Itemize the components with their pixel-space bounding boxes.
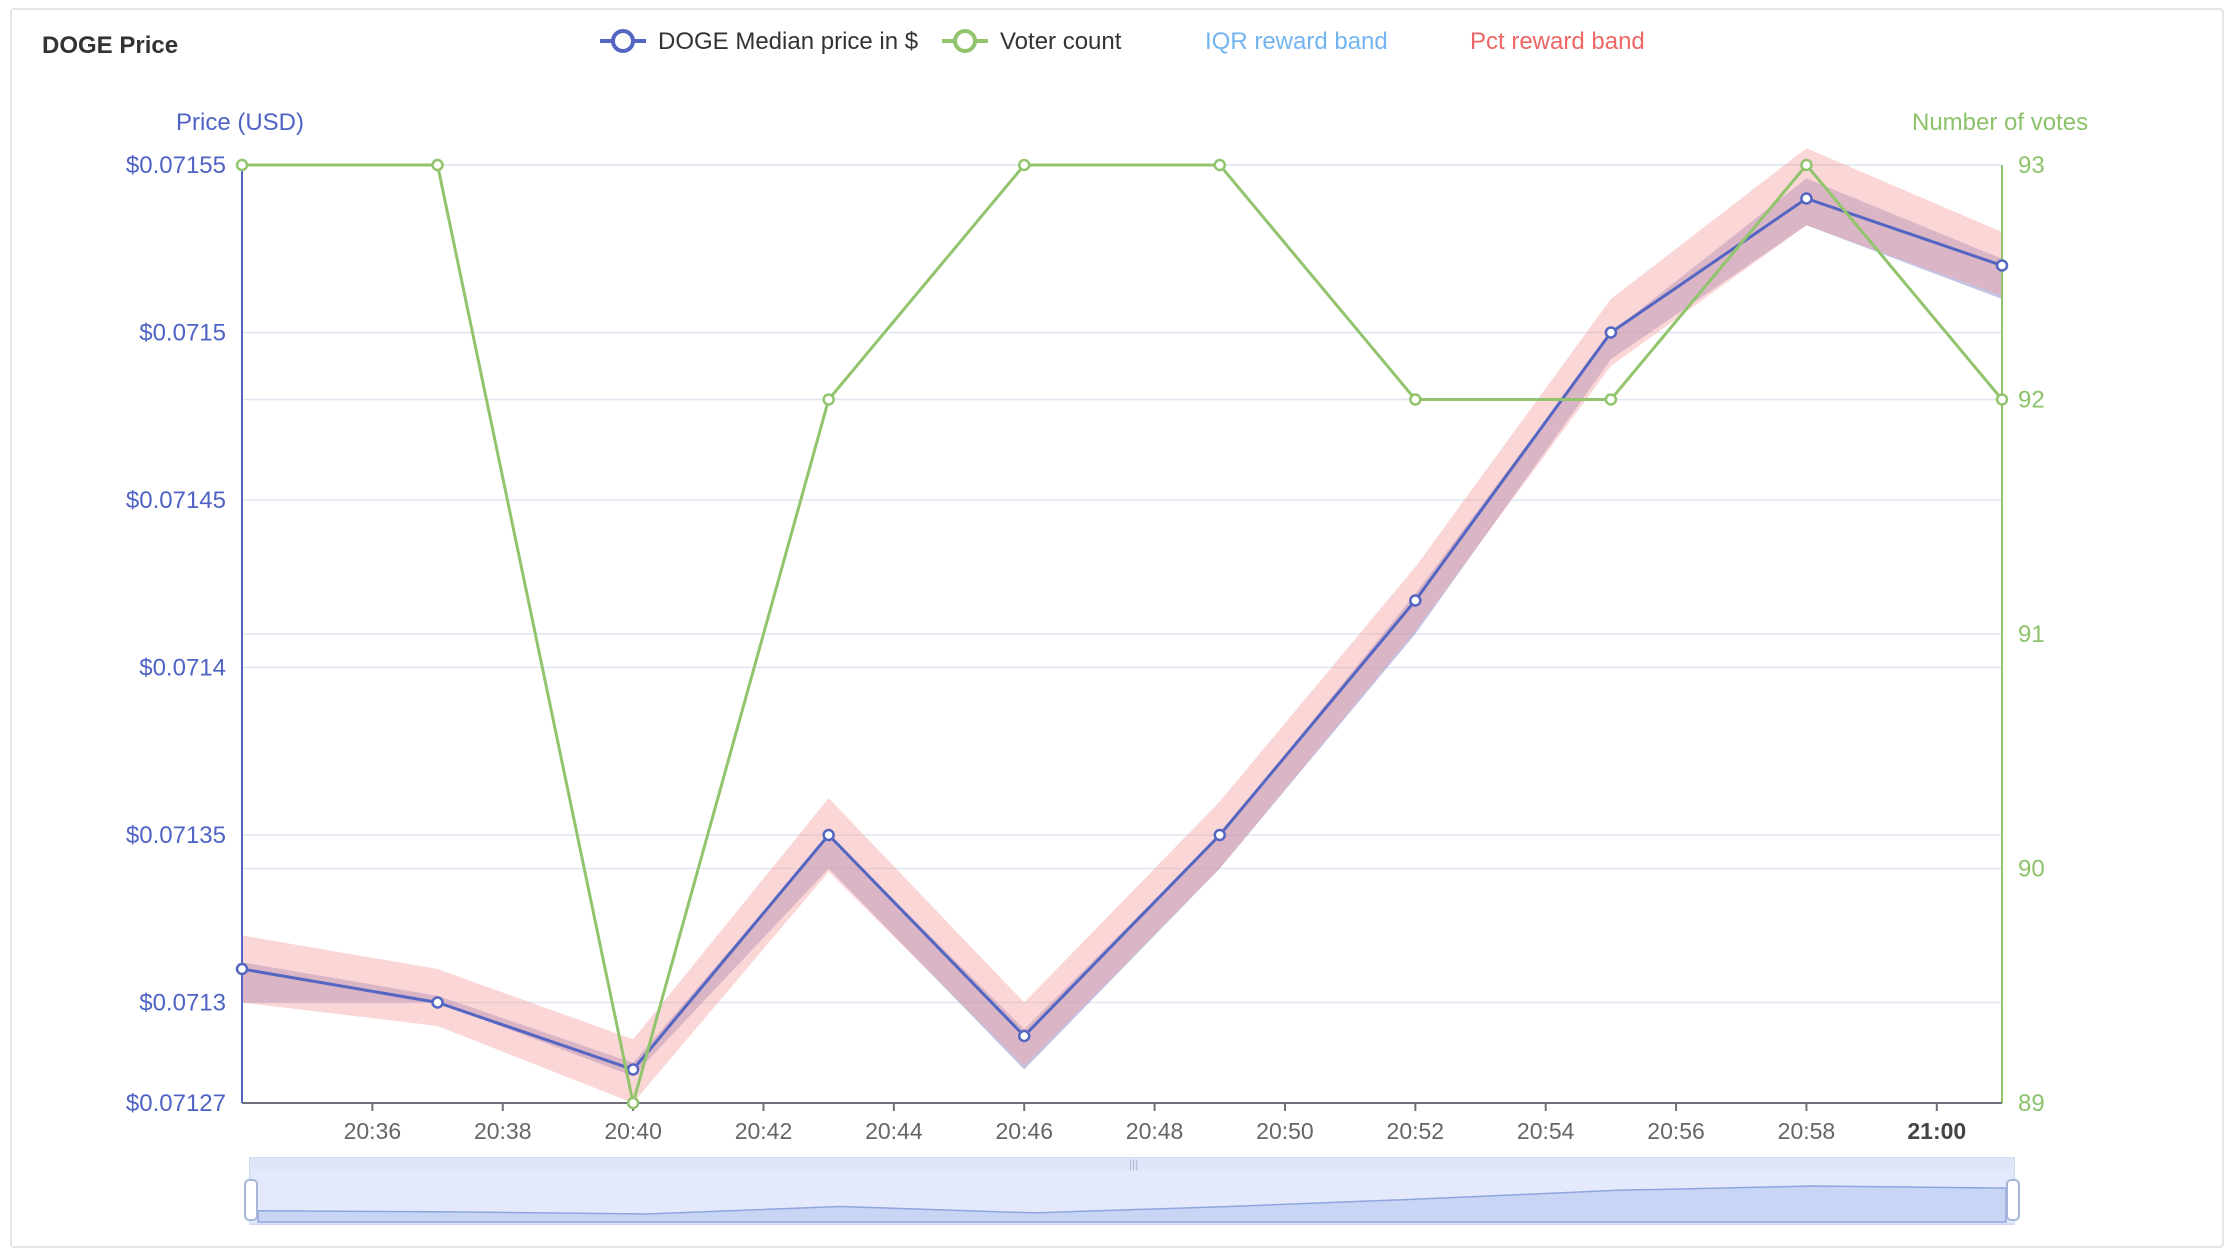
data-zoom-grip-icon[interactable]: |||	[1129, 1157, 1138, 1171]
y-left-tick-label: $0.07155	[126, 152, 226, 179]
x-tick-label: 21:00	[1907, 1118, 1966, 1144]
legend-median-label: DOGE Median price in $	[658, 28, 918, 55]
y-right-tick-label: 91	[2018, 621, 2045, 648]
y-right-tick-label: 93	[2018, 152, 2045, 179]
voter-count-point	[1800, 158, 1813, 172]
legend: DOGE Median price in $ Voter count IQR r…	[600, 28, 1645, 55]
median-price-point	[822, 828, 835, 842]
y-left-tick-label: $0.07145	[126, 487, 226, 514]
legend-item-median[interactable]: DOGE Median price in $	[600, 28, 918, 55]
voter-count-point	[626, 1096, 640, 1110]
y-right-tick-label: 89	[2018, 1090, 2045, 1117]
voter-count-point	[1409, 393, 1422, 406]
voter-count-point	[235, 158, 249, 172]
median-price-point	[1604, 326, 1618, 339]
y-right-tick-label: 92	[2018, 387, 2045, 414]
legend-voters-label: Voter count	[1000, 28, 1122, 55]
x-tick-label: 20:58	[1778, 1118, 1836, 1144]
x-tick-label: 20:38	[474, 1118, 532, 1144]
x-tick-label: 20:44	[865, 1118, 923, 1144]
median-price-line	[241, 196, 2003, 1072]
x-tick-label: 20:36	[344, 1118, 402, 1144]
x-tick-label: 20:46	[995, 1118, 1053, 1144]
legend-item-pct[interactable]: Pct reward band	[1470, 28, 1645, 55]
reward-bands	[242, 148, 2002, 1103]
median-price-point	[1017, 1029, 1031, 1043]
y-right-tick-label: 90	[2018, 856, 2045, 883]
data-zoom-left-handle[interactable]	[244, 1179, 258, 1221]
chart-title: DOGE Price	[42, 32, 179, 59]
voter-count-line	[242, 162, 2004, 1104]
series-lines	[235, 158, 2009, 1110]
median-price-point	[235, 962, 249, 976]
y-left-tick-label: $0.0714	[139, 655, 226, 682]
y-left-tick-label: $0.07127	[126, 1090, 226, 1117]
median-price-point	[1213, 828, 1227, 842]
x-tick-label: 20:56	[1647, 1118, 1705, 1144]
voter-count-point	[1604, 393, 1618, 406]
median-price-point	[1995, 259, 2009, 272]
data-zoom-slider[interactable]: |||	[244, 1157, 2020, 1225]
median-price-point	[1409, 594, 1422, 607]
y-left-tick-label: $0.0715	[139, 320, 226, 347]
legend-item-voters[interactable]: Voter count	[942, 28, 1122, 55]
y-left-axis-title: Price (USD)	[176, 109, 304, 136]
voter-count-point	[1213, 158, 1227, 172]
tick-labels: $0.07155 $0.0715 $0.07145 $0.0714 $0.07135 $0…	[126, 152, 2045, 1144]
x-tick-label: 20:42	[735, 1118, 793, 1144]
y-left-tick-label: $0.07135	[126, 822, 226, 849]
median-price-point	[431, 996, 444, 1009]
x-tick-label: 20:50	[1256, 1118, 1314, 1144]
x-tick-label: 20:54	[1517, 1118, 1575, 1144]
median-price-point	[626, 1063, 640, 1076]
axes	[241, 165, 2003, 1111]
legend-pct-label: Pct reward band	[1470, 28, 1645, 55]
x-tick-label: 20:52	[1387, 1118, 1445, 1144]
legend-voters-circle-icon	[953, 29, 977, 53]
data-zoom-right-handle[interactable]	[2006, 1179, 2020, 1221]
legend-item-iqr[interactable]: IQR reward band	[1205, 28, 1388, 55]
y-right-axis-title: Number of votes	[1912, 109, 2088, 136]
chart-canvas: DOGE Median price in $ Voter count IQR r…	[126, 28, 2088, 1225]
data-zoom-top-bar[interactable]	[250, 1158, 2014, 1170]
x-tick-label: 20:48	[1126, 1118, 1184, 1144]
legend-median-circle-icon	[611, 29, 635, 53]
voter-count-point	[431, 158, 444, 172]
chart-card: DOGE Price DOGE Median price in $ Voter …	[10, 8, 2224, 1248]
legend-iqr-label: IQR reward band	[1205, 28, 1388, 55]
voter-count-point	[822, 393, 835, 406]
median-price-point	[1800, 192, 1813, 205]
x-tick-label: 20:40	[604, 1118, 662, 1144]
voter-count-point	[1017, 158, 1031, 172]
pct-reward-band-area	[242, 148, 2002, 1103]
y-left-tick-label: $0.0713	[139, 990, 226, 1017]
iqr-reward-band-area	[242, 178, 2002, 1077]
voter-count-point	[1995, 393, 2009, 406]
